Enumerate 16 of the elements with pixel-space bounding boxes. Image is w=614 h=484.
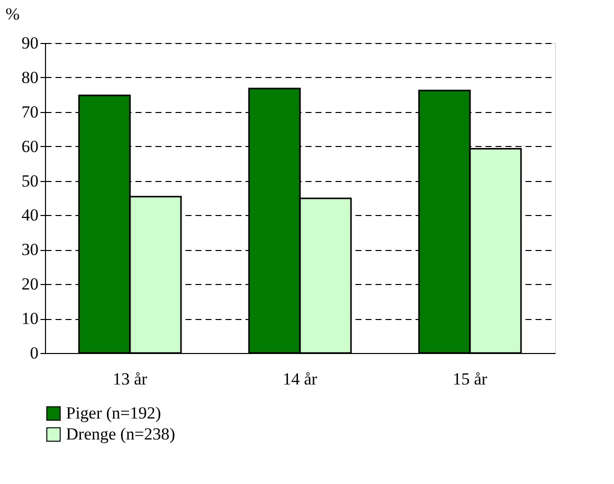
y-tick-label: 30 bbox=[22, 240, 38, 260]
y-tick-label: 50 bbox=[22, 171, 38, 190]
x-tick-label: 13 år bbox=[112, 370, 148, 388]
y-tick-label: 40 bbox=[22, 206, 38, 225]
y-tick-label: 10 bbox=[22, 309, 38, 328]
y-tick-label: 70 bbox=[22, 102, 38, 122]
legend-label: Piger (n=192) bbox=[66, 404, 162, 422]
y-axis-title: % bbox=[6, 4, 20, 24]
y-tick-label: 90 bbox=[22, 34, 38, 52]
x-tick-label: 15 år bbox=[452, 370, 488, 388]
legend-label: Drenge (n=238) bbox=[66, 424, 176, 444]
y-tick-label: 20 bbox=[22, 274, 38, 294]
y-tick-label: 60 bbox=[22, 136, 38, 156]
x-tick-label: 14 år bbox=[282, 370, 318, 388]
y-tick-label: 0 bbox=[30, 344, 38, 362]
y-tick-label: 80 bbox=[22, 68, 38, 87]
